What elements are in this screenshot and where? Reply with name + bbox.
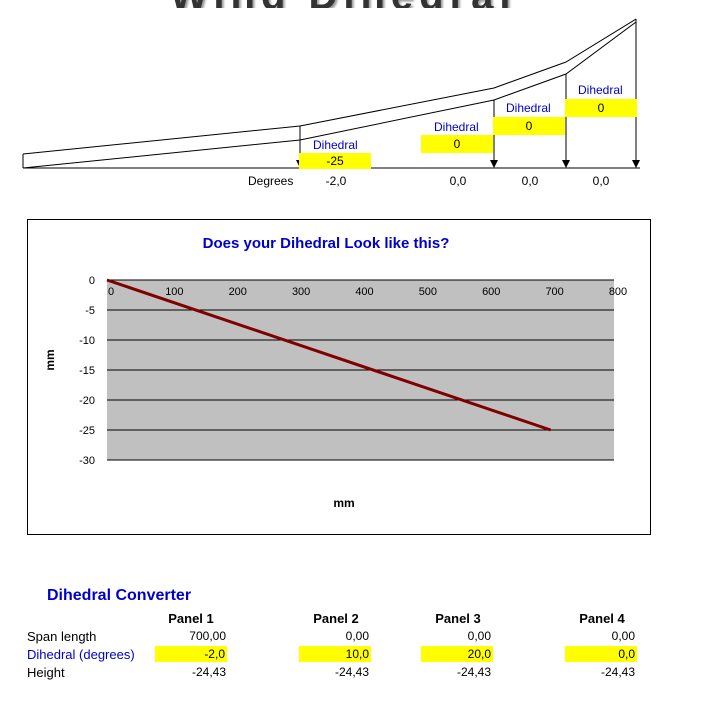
panel1-height: -24,43 xyxy=(191,665,226,679)
dihedral-degrees-label: Dihedral (degrees) xyxy=(27,647,135,662)
panel3-dihedral-value[interactable]: 0 xyxy=(493,117,565,135)
x-tick-label: 500 xyxy=(419,286,437,298)
panel2-dihedral-input[interactable]: 10,0 xyxy=(299,646,371,662)
panel-joint-arrow-4 xyxy=(632,22,640,168)
wing-outline-top xyxy=(22,18,637,155)
chart-title: Does your Dihedral Look like this? xyxy=(203,235,450,252)
panel2-dihedral-label: Dihedral xyxy=(434,120,479,134)
panel-3-header: Panel 3 xyxy=(435,611,481,626)
y-tick-label: -5 xyxy=(85,305,95,317)
banner-title: Wing Dihedral xyxy=(170,0,570,8)
panel2-dihedral-value[interactable]: 0 xyxy=(421,135,493,153)
y-axis-label: mm xyxy=(43,349,57,370)
panel4-dihedral-input[interactable]: 0,0 xyxy=(565,646,637,662)
chart-svg: Does your Dihedral Look like this? 0 100 2… xyxy=(43,235,627,510)
x-tick-label: 600 xyxy=(482,286,500,298)
panel3-degrees: 0,0 xyxy=(521,174,539,188)
x-tick-label: 0 xyxy=(108,286,114,298)
panel1-degrees: -2,0 xyxy=(325,174,347,188)
panel-1-header: Panel 1 xyxy=(168,611,214,626)
panel3-height: -24,43 xyxy=(456,665,491,679)
x-tick-label: 700 xyxy=(545,286,563,298)
y-tick-label: -30 xyxy=(79,455,95,467)
panel3-span: 0,00 xyxy=(467,629,491,643)
y-tick-label: -15 xyxy=(79,365,95,377)
panel-4-header: Panel 4 xyxy=(579,611,625,626)
x-tick-label: 800 xyxy=(609,286,627,298)
panel4-degrees: 0,0 xyxy=(592,174,610,188)
x-tick-label: 300 xyxy=(292,286,310,298)
panel4-dihedral-label: Dihedral xyxy=(578,83,623,97)
panel1-dihedral-label: Dihedral xyxy=(313,138,358,152)
x-tick-label: 100 xyxy=(165,286,183,298)
panel1-dihedral-input[interactable]: -2,0 xyxy=(155,646,227,662)
y-tick-label: -25 xyxy=(79,425,95,437)
panel4-height: -24,43 xyxy=(600,665,635,679)
span-length-label: Span length xyxy=(27,629,97,644)
panel4-span: 0,00 xyxy=(611,629,635,643)
panel2-height: -24,43 xyxy=(334,665,369,679)
panel4-dihedral-value[interactable]: 0 xyxy=(565,99,637,117)
panel-2-header: Panel 2 xyxy=(313,611,359,626)
dihedral-chart: Does your Dihedral Look like this? 0 100 2… xyxy=(27,219,651,535)
x-tick-label: 200 xyxy=(229,286,247,298)
panel1-span: 700,00 xyxy=(189,629,226,643)
converter-title: Dihedral Converter xyxy=(47,587,192,604)
x-axis-label: mm xyxy=(333,496,354,510)
panel1-dihedral-value[interactable]: -25 xyxy=(299,153,371,169)
height-label: Height xyxy=(27,665,65,680)
dihedral-series-line xyxy=(106,278,552,432)
panel2-degrees: 0,0 xyxy=(449,174,467,188)
wing-diagram xyxy=(22,18,640,169)
y-tick-label: 0 xyxy=(89,275,95,287)
x-tick-label: 400 xyxy=(355,286,373,298)
panel-joint-arrow-3 xyxy=(562,74,570,168)
panel3-dihedral-input[interactable]: 20,0 xyxy=(421,646,493,662)
panel3-dihedral-label: Dihedral xyxy=(506,101,551,115)
degrees-label: Degrees xyxy=(248,174,294,188)
y-tick-label: -20 xyxy=(79,395,95,407)
panel2-span: 0,00 xyxy=(345,629,369,643)
y-tick-label: -10 xyxy=(79,335,95,347)
